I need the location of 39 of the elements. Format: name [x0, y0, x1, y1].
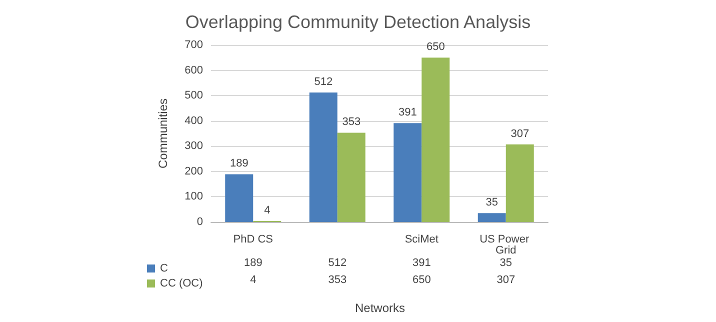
text: 35: [486, 196, 498, 209]
bar: [478, 213, 506, 222]
chart-title: Overlapping Community Detection Analysis: [185, 12, 531, 32]
bar: [394, 123, 422, 222]
text: 4: [264, 204, 270, 216]
legend-label: CC (OC): [160, 278, 203, 290]
data-label: 4: [250, 274, 256, 286]
data-label: 35: [500, 257, 512, 269]
y-tick-label: 600: [184, 64, 203, 76]
text: 391: [398, 106, 417, 119]
x-axis-title: Networks: [354, 301, 406, 315]
bar: [309, 92, 338, 222]
data-label: 353: [328, 274, 347, 286]
bar: [422, 58, 450, 222]
x-tick-label: PhD CS: [233, 234, 273, 246]
y-tick-label: 300: [184, 140, 203, 152]
text: 307: [510, 128, 530, 140]
y-tick-label: 0: [196, 216, 203, 228]
text: 512: [314, 76, 333, 88]
text: 353: [342, 116, 361, 128]
data-label: 391: [412, 257, 431, 269]
x-tick-label: US Power Grid: [480, 234, 532, 256]
legend-label: C: [160, 262, 168, 274]
data-label: 650: [412, 274, 431, 286]
y-tick-label: 100: [184, 190, 203, 203]
y-tick-label: 400: [184, 114, 203, 127]
y-axis-title: Communities: [156, 98, 170, 169]
y-tick-label: 200: [184, 165, 203, 178]
bar: [506, 144, 534, 222]
data-label: 189: [244, 257, 262, 269]
text: 650: [426, 41, 445, 54]
x-tick-label: SciMet: [404, 234, 438, 246]
data-label: 307: [496, 274, 516, 286]
bar: [225, 174, 254, 222]
y-tick-label: 500: [184, 90, 203, 102]
y-tick-label: 700: [184, 39, 203, 51]
data-label: 512: [328, 257, 347, 269]
text: 189: [230, 158, 248, 170]
bar: [337, 132, 366, 222]
